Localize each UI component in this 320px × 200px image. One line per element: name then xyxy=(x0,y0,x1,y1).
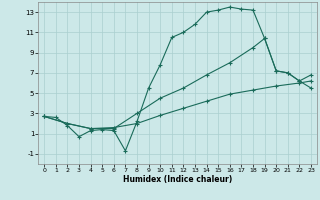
X-axis label: Humidex (Indice chaleur): Humidex (Indice chaleur) xyxy=(123,175,232,184)
